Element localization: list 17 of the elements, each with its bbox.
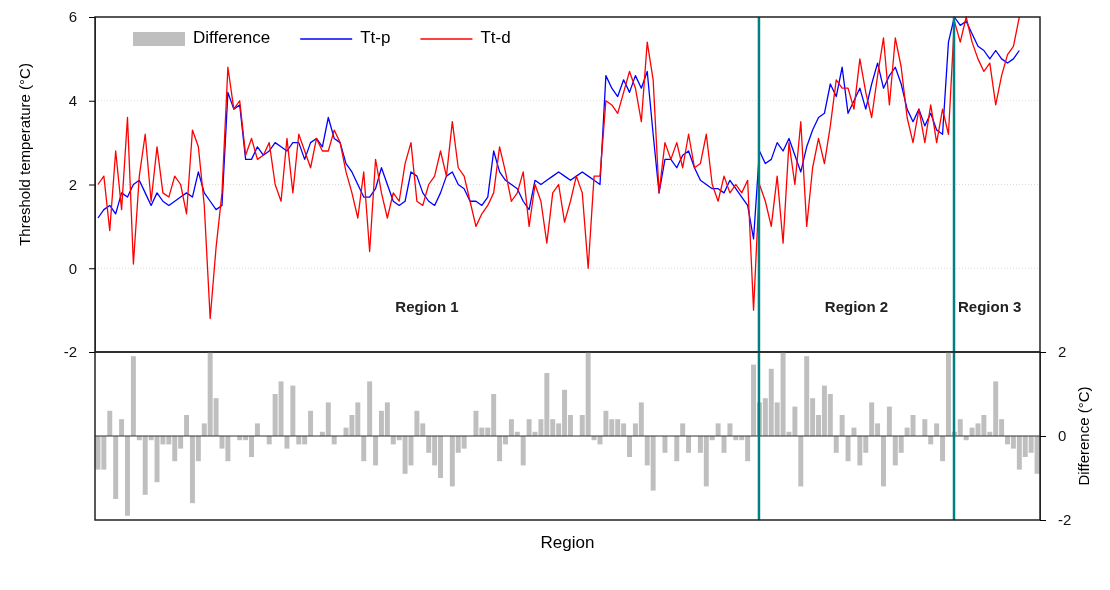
y-tick-label: 2 bbox=[68, 175, 77, 193]
y-axis-title: Threshold temperature (°C) bbox=[15, 63, 33, 246]
y-tick-label: 0 bbox=[1058, 427, 1067, 445]
legend-label: Tt-d bbox=[480, 28, 511, 48]
annotation: Region 2 bbox=[824, 298, 889, 316]
annotation: Region 3 bbox=[958, 298, 1022, 316]
legend-label: Tt-p bbox=[360, 28, 391, 48]
x-axis-title: Region bbox=[540, 533, 595, 552]
y-tick-label: 0 bbox=[68, 259, 77, 277]
y-tick-label: 4 bbox=[68, 92, 77, 110]
y-tick-label: 6 bbox=[68, 8, 77, 26]
y-tick-label: -2 bbox=[1058, 511, 1072, 529]
y-tick-label: 2 bbox=[1058, 343, 1067, 361]
y-tick-label: -2 bbox=[63, 343, 77, 361]
y-axis-title: Difference (°C) bbox=[1074, 386, 1092, 486]
legend-label: Difference bbox=[193, 28, 271, 48]
annotation: Region 1 bbox=[395, 298, 459, 316]
